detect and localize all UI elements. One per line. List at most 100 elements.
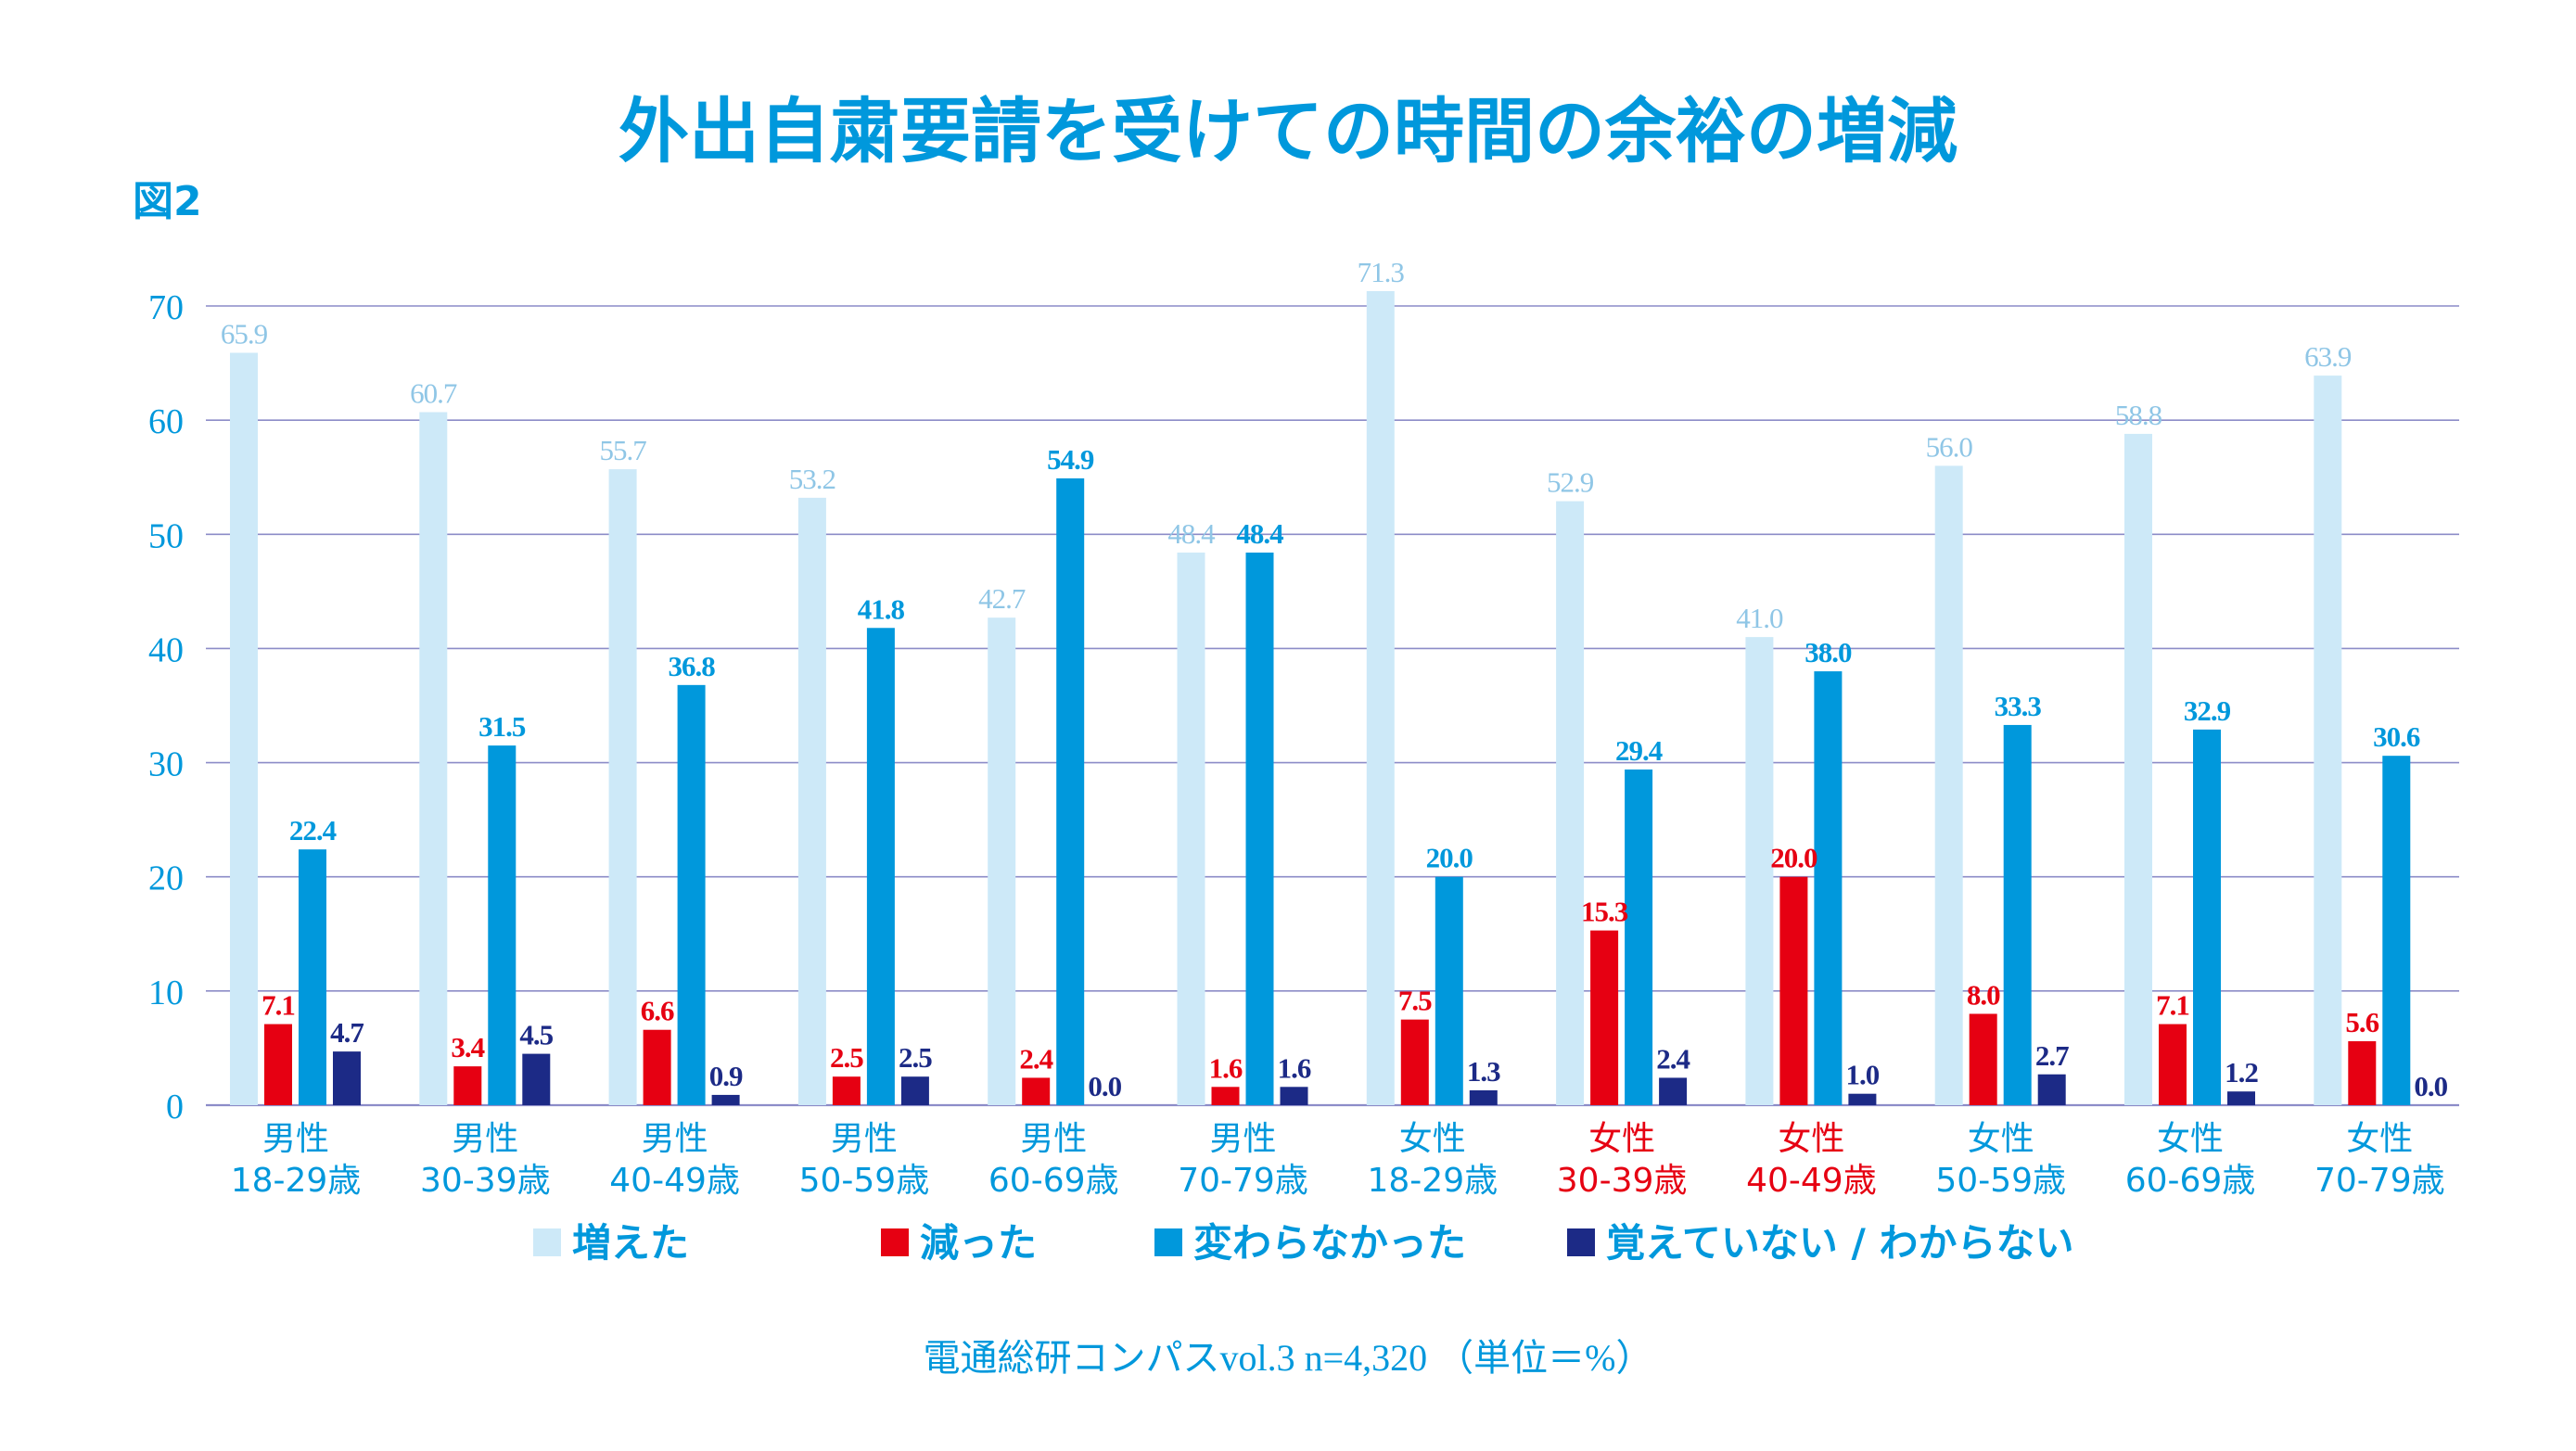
x-label-age: 70-79歳 [1178, 1162, 1308, 1200]
data-label-increased: 60.7 [410, 377, 457, 410]
bar-decreased [2159, 1024, 2187, 1105]
data-label-decreased: 3.4 [451, 1031, 484, 1063]
bar-unknown [2037, 1074, 2066, 1105]
bar-unknown [1469, 1089, 1498, 1105]
data-label-increased: 53.2 [789, 463, 835, 495]
data-label-increased: 71.3 [1358, 256, 1405, 288]
bar-increased [1177, 552, 1205, 1105]
bar-decreased [1400, 1019, 1429, 1105]
data-label-decreased: 7.5 [1398, 985, 1432, 1017]
data-label-unchanged: 29.4 [1615, 734, 1663, 767]
x-label-gender: 男性 [642, 1120, 708, 1158]
bar-decreased [264, 1024, 292, 1105]
data-label-increased: 42.7 [978, 582, 1026, 615]
data-label-unknown: 2.5 [899, 1041, 932, 1074]
bar-unknown [1280, 1087, 1308, 1105]
bar-decreased [1969, 1013, 1997, 1105]
bar-unchanged [866, 628, 895, 1105]
y-tick-label: 10 [148, 974, 184, 1012]
bar-increased [230, 352, 258, 1105]
bar-unknown [900, 1076, 929, 1105]
x-label-age: 50-59歳 [1935, 1162, 2066, 1200]
legend-swatch-unknown [1567, 1228, 1595, 1256]
bar-unchanged [1056, 477, 1085, 1105]
data-label-unknown: 1.3 [1467, 1055, 1500, 1088]
x-label-age: 18-29歳 [231, 1162, 362, 1200]
figure-label: 図2 [133, 178, 202, 225]
legend-label-decreased: 減った [920, 1220, 1037, 1266]
x-axis-labels: 男性18-29歳男性30-39歳男性40-49歳男性50-59歳男性60-69歳… [231, 1120, 2445, 1200]
x-label-age: 18-29歳 [1367, 1162, 1498, 1200]
data-label-increased: 56.0 [1926, 430, 1973, 463]
bar-unchanged [1245, 552, 1274, 1105]
y-tick-label: 60 [148, 402, 184, 441]
bar-unchanged [1435, 876, 1463, 1105]
data-label-unknown: 0.0 [2414, 1070, 2447, 1102]
legend-swatch-decreased [881, 1228, 909, 1256]
bar-decreased [2348, 1041, 2377, 1105]
bar-unknown [2227, 1091, 2255, 1105]
data-label-decreased: 8.0 [1967, 978, 2000, 1011]
bar-increased [2314, 375, 2342, 1105]
x-label-gender: 女性 [1588, 1120, 1655, 1158]
data-label-decreased: 2.5 [830, 1041, 863, 1074]
data-label-unknown: 1.6 [1278, 1051, 1311, 1084]
data-label-unchanged: 31.5 [478, 710, 526, 743]
x-label-gender: 男性 [262, 1120, 329, 1158]
data-label-unchanged: 38.0 [1804, 636, 1852, 668]
bar-increased [1745, 637, 1774, 1105]
legend-swatch-unchanged [1154, 1228, 1182, 1256]
x-label-gender: 男性 [452, 1120, 518, 1158]
data-label-unchanged: 54.9 [1047, 443, 1094, 476]
bar-unknown [522, 1053, 551, 1105]
x-label-age: 30-39歳 [420, 1162, 551, 1200]
x-label-gender: 男性 [1209, 1120, 1276, 1158]
data-label-unknown: 4.7 [330, 1016, 363, 1049]
data-label-unknown: 2.4 [1656, 1042, 1690, 1075]
y-tick-label: 50 [148, 516, 184, 555]
x-label-age: 40-49歳 [609, 1162, 740, 1200]
data-label-decreased: 5.6 [2345, 1006, 2378, 1038]
bar-unchanged [2382, 756, 2411, 1105]
bar-increased [1934, 465, 1963, 1105]
data-label-decreased: 7.1 [2156, 989, 2189, 1022]
bar-unchanged [2193, 729, 2221, 1105]
data-label-increased: 58.8 [2115, 399, 2162, 431]
bar-decreased [453, 1066, 482, 1105]
data-label-decreased: 2.4 [1019, 1042, 1052, 1075]
data-label-decreased: 6.6 [641, 995, 674, 1027]
x-label-age: 30-39歳 [1557, 1162, 1688, 1200]
x-label-age: 60-69歳 [988, 1162, 1119, 1200]
grid-lines [206, 305, 2459, 1107]
data-label-increased: 48.4 [1167, 517, 1216, 550]
bar-increased [797, 497, 826, 1105]
bar-unchanged [299, 849, 326, 1105]
bar-unknown [711, 1094, 740, 1105]
legend-label-increased: 増えた [572, 1220, 689, 1266]
data-label-unchanged: 36.8 [668, 650, 715, 682]
data-label-unchanged: 33.3 [1995, 690, 2042, 722]
x-label-age: 70-79歳 [2315, 1162, 2445, 1200]
bar-increased [988, 617, 1016, 1105]
legend-swatch-increased [533, 1228, 561, 1256]
chart-title: 外出自粛要請を受けての時間の余裕の増減 [618, 90, 1958, 172]
data-label-unknown: 1.0 [1846, 1059, 1880, 1091]
bars [230, 290, 2411, 1106]
data-label-decreased: 20.0 [1770, 842, 1817, 874]
bar-unchanged [1814, 671, 1843, 1105]
data-label-increased: 52.9 [1547, 466, 1594, 499]
y-axis-ticks: 0 10 20 30 40 50 60 70 [148, 288, 184, 1126]
data-label-decreased: 7.1 [261, 989, 295, 1022]
bar-unchanged [677, 684, 706, 1105]
source-note: 電通総研コンパスvol.3 n=4,320 （単位＝%） [924, 1337, 1653, 1379]
bar-unknown [1848, 1093, 1877, 1105]
x-label-gender: 女性 [1968, 1120, 2034, 1158]
bar-increased [419, 412, 448, 1106]
bar-increased [2124, 433, 2152, 1105]
bar-increased [1556, 501, 1585, 1105]
data-labels: 65.9 7.1 22.4 4.7 60.7 3.4 31.5 4.5 55.7 6.6 36.8 0… [221, 256, 2449, 1102]
y-tick-label: 0 [166, 1088, 184, 1126]
bar-unchanged [2003, 724, 2032, 1105]
bar-unchanged [1625, 769, 1653, 1105]
